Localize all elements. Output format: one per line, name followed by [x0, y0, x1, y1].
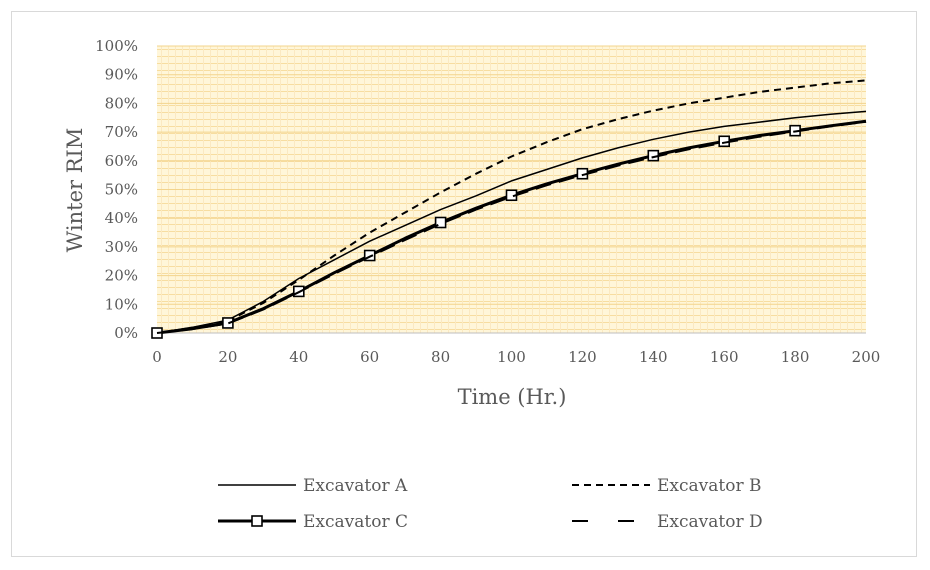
y-axis-ticks: 0% 10% 20% 30% 40% 50% 60% 70% 80% 90% 100%: [95, 37, 138, 342]
x-tick-label: 160: [710, 348, 739, 366]
y-tick-label: 80%: [105, 94, 138, 112]
gridlines: [157, 45, 866, 305]
series-layer: [151, 79, 867, 339]
data-point-marker: [222, 317, 234, 329]
x-axis-ticks: 0 20 40 60 80 100 120 140 160 180 200: [152, 348, 880, 366]
y-tick-label: 50%: [105, 181, 138, 199]
y-axis-title: Winter RIM: [63, 128, 87, 253]
x-tick-label: 120: [568, 348, 597, 366]
x-tick-label: 180: [781, 348, 810, 366]
legend-label-excavator-b: Excavator B: [657, 476, 761, 496]
y-tick-label: 60%: [105, 152, 138, 170]
x-tick-label: 200: [852, 348, 881, 366]
legend-label-excavator-d: Excavator D: [657, 512, 763, 532]
x-tick-label: 80: [431, 348, 450, 366]
x-axis-title: Time (Hr.): [458, 385, 567, 409]
series-line-excavator-b: [156, 79, 867, 334]
y-tick-label: 90%: [105, 66, 138, 84]
legend-marker: [251, 515, 263, 527]
y-tick-label: 70%: [105, 123, 138, 141]
data-point-marker: [363, 249, 376, 262]
y-tick-label: 30%: [105, 238, 138, 256]
y-tick-label: 100%: [95, 37, 138, 55]
x-tick-label: 20: [218, 348, 237, 366]
legend-label-excavator-c: Excavator C: [303, 512, 408, 532]
y-tick-label: 10%: [105, 295, 138, 313]
y-tick-label: 0%: [114, 324, 138, 342]
x-tick-label: 0: [152, 348, 162, 366]
series-line-excavator-d: [156, 120, 867, 334]
series-line-excavator-a: [156, 110, 867, 334]
data-point-marker: [434, 216, 447, 229]
x-tick-label: 100: [497, 348, 526, 366]
legend-label-excavator-a: Excavator A: [303, 476, 408, 496]
y-tick-label: 20%: [105, 267, 138, 285]
x-tick-label: 60: [360, 348, 379, 366]
legend: Excavator A Excavator B Excavator C Excavat…: [218, 476, 763, 532]
y-tick-label: 40%: [105, 209, 138, 227]
x-tick-label: 140: [639, 348, 668, 366]
x-tick-label: 40: [289, 348, 308, 366]
